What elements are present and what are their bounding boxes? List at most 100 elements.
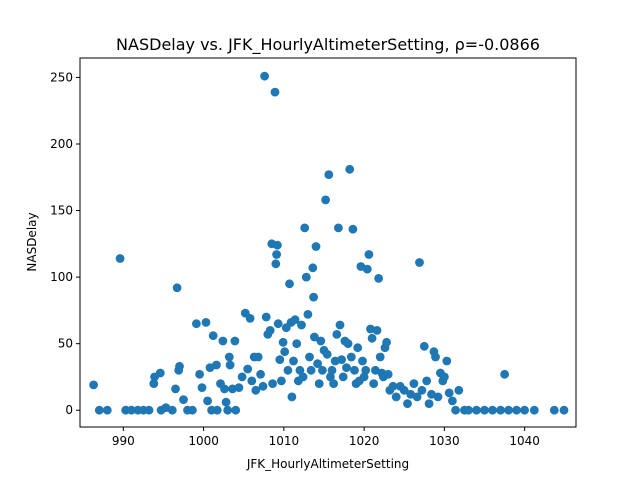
data-point: [549, 405, 559, 415]
data-point: [175, 361, 184, 371]
data-point: [338, 372, 348, 382]
data-point: [253, 352, 263, 362]
data-point: [197, 383, 207, 392]
data-point: [520, 405, 529, 415]
data-point: [559, 405, 569, 415]
data-point: [391, 392, 401, 402]
data-point: [362, 264, 372, 274]
data-point: [231, 405, 241, 415]
data-point: [223, 405, 233, 415]
x-axis-ticks: 990 1000 1010 1020 1030 1040: [112, 427, 540, 448]
data-point: [500, 369, 509, 379]
data-point: [451, 405, 460, 415]
data-point: [346, 352, 356, 362]
data-point: [358, 356, 367, 366]
data-point: [277, 376, 286, 386]
data-point: [297, 320, 306, 330]
data-point: [454, 385, 464, 395]
x-tick-label: 1010: [269, 434, 300, 448]
data-point: [433, 392, 443, 402]
data-point: [369, 379, 379, 388]
data-point: [270, 87, 280, 97]
data-point: [324, 170, 334, 180]
data-point: [327, 365, 337, 375]
data-point: [488, 405, 497, 415]
data-point: [529, 405, 539, 415]
data-point: [316, 336, 326, 346]
data-point: [448, 396, 457, 406]
x-tick-label: 1040: [509, 434, 540, 448]
data-point: [237, 372, 247, 382]
data-point: [504, 405, 513, 415]
x-tick-label: 1030: [429, 434, 460, 448]
data-point: [332, 330, 342, 339]
data-point: [417, 385, 427, 395]
data-point: [399, 385, 409, 395]
data-point: [342, 363, 351, 372]
data-point: [89, 380, 98, 390]
data-point: [290, 315, 300, 325]
data-point: [372, 326, 382, 335]
data-point: [334, 223, 343, 233]
data-point: [388, 381, 398, 391]
data-point: [412, 392, 422, 402]
data-point: [208, 331, 218, 341]
data-point: [212, 360, 221, 370]
data-point: [364, 250, 374, 259]
data-point: [171, 384, 180, 394]
data-point: [230, 336, 240, 346]
data-point: [195, 369, 205, 379]
data-point: [496, 405, 505, 415]
data-point: [442, 356, 452, 366]
data-point: [301, 272, 311, 282]
y-tick-label: 250: [50, 70, 73, 84]
data-point: [329, 379, 338, 388]
y-tick-label: 0: [65, 403, 73, 417]
data-point: [272, 250, 281, 259]
data-point: [322, 349, 332, 359]
data-point: [321, 195, 330, 205]
data-point: [218, 336, 228, 346]
data-point: [440, 372, 449, 382]
data-point: [220, 384, 229, 394]
chart-title: NASDelay vs. JFK_HourlyAltimeterSetting,…: [116, 35, 540, 55]
data-point: [247, 376, 257, 386]
data-point: [367, 333, 377, 343]
data-point: [350, 365, 359, 375]
data-point: [256, 369, 265, 379]
data-point: [258, 381, 268, 391]
x-tick-label: 1000: [188, 434, 219, 448]
data-point: [345, 164, 355, 174]
data-point: [149, 379, 159, 388]
data-point: [313, 359, 322, 368]
data-point: [273, 240, 282, 250]
y-tick-label: 200: [50, 137, 73, 151]
data-point: [375, 352, 385, 362]
data-point: [300, 223, 310, 233]
x-axis-label: JFK_HourlyAltimeterSetting: [246, 457, 409, 471]
data-point: [415, 258, 424, 267]
data-point: [295, 365, 305, 375]
data-point: [383, 369, 393, 379]
data-point: [126, 405, 136, 415]
data-point: [303, 310, 313, 319]
data-point: [251, 385, 261, 395]
data-point: [361, 365, 371, 375]
data-point: [188, 405, 197, 415]
data-point: [403, 399, 412, 408]
data-point: [172, 283, 182, 293]
data-point: [309, 292, 318, 302]
data-point: [343, 339, 353, 349]
data-point: [353, 343, 363, 353]
data-point: [203, 396, 213, 406]
data-point: [480, 405, 489, 415]
data-point: [382, 337, 391, 347]
data-point: [94, 405, 104, 415]
plot-frame: [79, 57, 577, 428]
data-point: [337, 355, 346, 364]
data-point: [289, 356, 298, 366]
data-point: [192, 319, 201, 329]
data-point: [424, 399, 434, 408]
data-point: [260, 71, 269, 81]
